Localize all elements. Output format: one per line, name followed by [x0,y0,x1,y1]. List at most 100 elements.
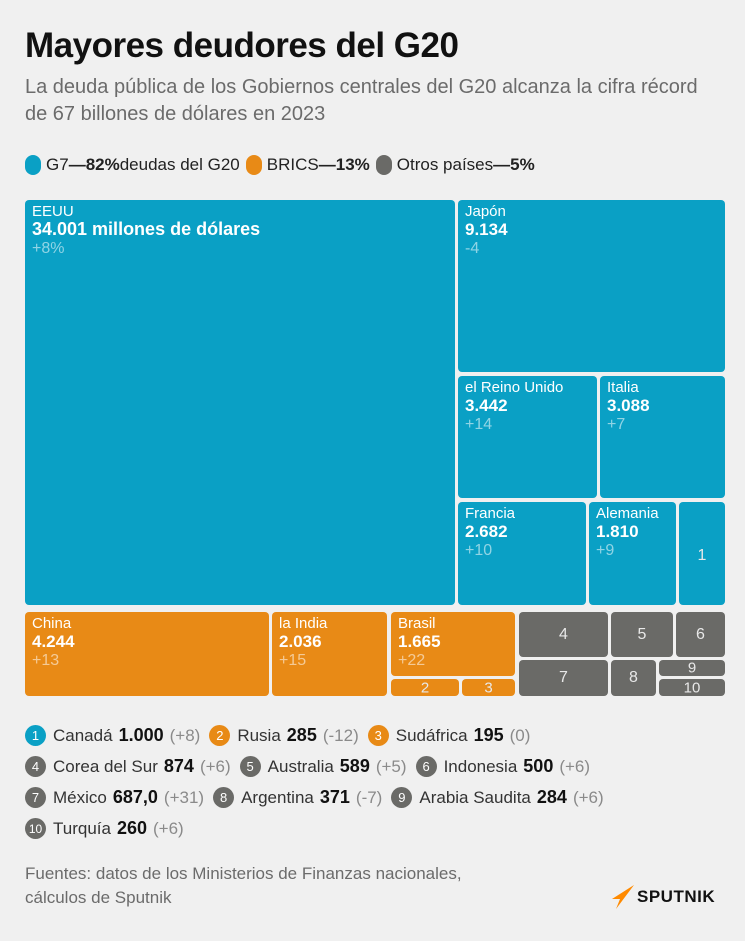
country-change: (0) [509,725,531,745]
block-number: 8 [629,669,638,686]
treemap-block-alemania: Alemania 1.810 +9 [589,502,676,605]
block-label: EEUU [32,203,74,220]
country-change: (+6) [572,787,604,807]
country-change: (-7) [355,787,383,807]
block-label: Japón [465,203,506,220]
legend-dash: — [493,155,511,174]
country-name: Rusia [237,725,281,745]
country-change: (+6) [199,756,231,776]
block-number: 9 [687,660,697,676]
group-legend: G7 — 82% deudas del G20 BRICS — 13% Otros… [25,155,541,175]
block-change: +13 [32,652,60,669]
number-badge: 7 [25,787,46,808]
country-value: 687,0 [112,787,158,807]
country-value: 195 [473,725,504,745]
country-change: (-12) [322,725,359,745]
block-number: 1 [697,546,707,564]
treemap-block-2: 2 [391,679,459,696]
treemap-block-japon: Japón 9.134 -4 [458,200,725,372]
block-value: 2.036 [279,632,322,651]
number-badge: 4 [25,756,46,777]
list-item-australia: 5 Australia 589 (+5) [239,756,407,777]
block-value: 2.682 [465,522,508,541]
legend-dash: — [318,155,336,174]
block-change: +10 [465,542,493,559]
legend-pct: 13% [335,155,370,174]
g7-color-dot [25,155,41,175]
sputnik-logo-icon [612,885,634,909]
treemap-block-china: China 4.244 +13 [25,612,269,696]
treemap-block-6: 6 [676,612,725,657]
list-item-argentina: 8 Argentina 371 (-7) [213,787,382,808]
country-value: 874 [163,756,194,776]
treemap-block-8: 8 [611,660,656,696]
treemap-block-eeuu: EEUU 34.001 millones de dólares +8% [25,200,455,605]
block-change: +22 [398,652,426,669]
block-value: 4.244 [32,632,75,651]
treemap-block-10: 10 [659,679,725,696]
treemap-block-5: 5 [611,612,673,657]
country-name: Argentina [241,787,314,807]
legend-pct: 5% [510,155,535,174]
treemap-block-3: 3 [462,679,515,696]
country-value: 589 [339,756,370,776]
list-item-turquia: 10 Turquía 260 (+6) [25,818,184,839]
block-change: +9 [596,542,615,559]
block-value: 9.134 [465,220,508,239]
block-label: Brasil [398,615,436,632]
country-value: 500 [523,756,554,776]
list-row: 7 México 687,0 (+31) 8 Argentina 371 (-7… [25,782,613,813]
source-line-1: Fuentes: datos de los Ministerios de Fin… [25,864,462,883]
treemap-block-9: 9 [659,660,725,676]
treemap-block-india: la India 2.036 +15 [272,612,387,696]
number-badge: 2 [209,725,231,746]
number-badge: 5 [239,756,261,777]
treemap-block-francia: Francia 2.682 +10 [458,502,586,605]
number-badge: 3 [367,725,389,746]
block-label: el Reino Unido [465,379,564,396]
number-badge: 9 [391,787,413,808]
treemap-block-brasil: Brasil 1.665 +22 [391,612,515,676]
block-change: -4 [465,240,480,257]
brics-color-dot [245,155,262,175]
country-change: (+6) [153,818,184,838]
country-name: Arabia Saudita [419,787,531,807]
list-row: 1 Canadá 1.000 (+8) 2 Rusia 285 (-12) 3 … [25,720,613,751]
treemap-block-4: 4 [519,612,608,657]
country-change: (+31) [163,787,205,807]
source-line-2: cálculos de Sputnik [25,888,172,907]
chart-subtitle: La deuda pública de los Gobiernos centra… [25,76,698,125]
country-value: 371 [319,787,350,807]
list-item-mexico: 7 México 687,0 (+31) [25,787,204,808]
treemap-block-7: 7 [519,660,608,696]
treemap-block-1: 1 [679,502,725,605]
country-change: (+6) [559,756,591,776]
block-change: +8% [32,240,65,257]
legend-dash: — [68,155,86,174]
block-value: 34.001 millones de dólares [32,219,261,239]
sputnik-logo: SPUTNIK [612,885,715,909]
source-note: Fuentes: datos de los Ministerios de Fin… [25,862,462,910]
treemap-block-italia: Italia 3.088 +7 [600,376,725,498]
block-change: +14 [465,416,493,433]
legend-item-brics: BRICS — 13% [245,155,370,175]
list-item-arabia-saudita: 9 Arabia Saudita 284 (+6) [391,787,604,808]
chart-title: Mayores deudores del G20 [25,26,459,65]
block-label: Italia [607,379,639,396]
block-number: 3 [484,679,493,696]
block-number: 10 [683,679,701,696]
legend-item-otros: Otros países — 5% [375,155,535,175]
block-label: Francia [465,505,516,522]
number-badge: 8 [213,787,235,808]
block-value: 1.665 [398,632,441,651]
block-value: 3.442 [465,396,508,415]
legend-label: BRICS [266,155,319,174]
block-change: +15 [279,652,307,669]
block-number: 2 [420,679,430,696]
block-number: 5 [637,625,647,643]
block-label: la India [279,615,328,632]
country-value: 285 [286,725,317,745]
list-row: 10 Turquía 260 (+6) [25,813,613,844]
legend-label: G7 [46,155,69,174]
